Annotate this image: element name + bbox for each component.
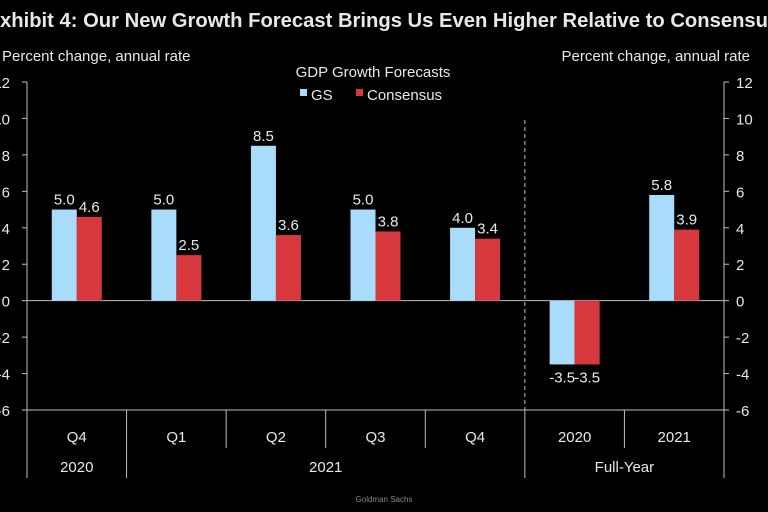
bar-gs bbox=[350, 209, 376, 301]
data-label: 3.8 bbox=[378, 213, 399, 230]
bar-consensus bbox=[674, 229, 700, 301]
category-label: Q1 bbox=[166, 429, 186, 446]
right-tick-label: 8 bbox=[736, 148, 744, 165]
data-label: 3.6 bbox=[278, 217, 299, 234]
source-label: Goldman Sachs bbox=[356, 495, 413, 504]
legend-label-consensus: Consensus bbox=[367, 87, 442, 104]
right-tick-label: 10 bbox=[736, 111, 753, 128]
right-tick-label: 0 bbox=[736, 294, 744, 311]
data-label: 4.0 bbox=[452, 210, 473, 227]
group-label: 2020 bbox=[60, 459, 93, 476]
bar-gs bbox=[250, 145, 276, 301]
left-tick-label: 6 bbox=[2, 184, 10, 201]
data-label: 8.5 bbox=[253, 128, 274, 145]
right-tick-label: -2 bbox=[736, 330, 749, 347]
right-axis-label: Percent change, annual rate bbox=[562, 48, 750, 65]
bar-gs bbox=[649, 194, 675, 301]
axes: 12 12 10 10 8 8 6 6 4 4 2 2 0 0 -2 -2 -4 -4 -6 -6 bbox=[0, 75, 753, 420]
legend-label-gs: GS bbox=[311, 87, 333, 104]
data-label: 2.5 bbox=[178, 237, 199, 254]
bar-consensus bbox=[574, 300, 600, 365]
data-label: 3.9 bbox=[676, 212, 697, 229]
data-label: 5.0 bbox=[353, 192, 374, 209]
data-label: 5.0 bbox=[54, 192, 75, 209]
group-label: Full-Year bbox=[595, 459, 654, 476]
left-tick-label: 12 bbox=[0, 75, 10, 92]
right-tick-label: 4 bbox=[736, 221, 744, 238]
right-tick-label: 12 bbox=[736, 75, 753, 92]
bar-consensus bbox=[275, 235, 301, 301]
bar-gs bbox=[549, 300, 575, 365]
data-label: -3.5 bbox=[574, 369, 600, 386]
data-label: -3.5 bbox=[549, 369, 575, 386]
bar-consensus bbox=[176, 255, 202, 301]
left-axis-label: Percent change, annual rate bbox=[2, 48, 190, 65]
category-label: Q2 bbox=[266, 429, 286, 446]
legend-swatch-consensus bbox=[356, 89, 363, 96]
left-tick-label: 10 bbox=[0, 111, 10, 128]
category-label: 2020 bbox=[558, 429, 591, 446]
group-label: 2021 bbox=[309, 459, 342, 476]
data-label: 5.0 bbox=[153, 192, 174, 209]
category-label: Q4 bbox=[67, 429, 87, 446]
left-tick-label: -2 bbox=[0, 330, 10, 347]
legend-swatch-gs bbox=[300, 89, 307, 96]
bar-gs bbox=[450, 227, 476, 301]
left-tick-label: 4 bbox=[2, 221, 10, 238]
bar-consensus bbox=[76, 216, 102, 301]
right-tick-label: -6 bbox=[736, 403, 749, 420]
bar-consensus bbox=[475, 238, 501, 301]
left-tick-label: 2 bbox=[2, 257, 10, 274]
bars: 5.0 4.6 5.02.58.53.65.03.8 4.03.4-3.5 -3.55.… bbox=[51, 128, 700, 386]
left-tick-label: -6 bbox=[0, 403, 10, 420]
data-label: 3.4 bbox=[477, 221, 498, 238]
right-tick-label: -4 bbox=[736, 367, 749, 384]
left-tick-label: -4 bbox=[0, 367, 10, 384]
chart-title: xhibit 4: Our New Growth Forecast Brings… bbox=[0, 10, 768, 32]
legend-title: GDP Growth Forecasts bbox=[296, 64, 451, 81]
legend: GS Consensus bbox=[300, 87, 442, 104]
right-tick-label: 2 bbox=[736, 257, 744, 274]
left-tick-label: 0 bbox=[2, 294, 10, 311]
bar-consensus bbox=[375, 231, 401, 301]
data-label: 4.6 bbox=[79, 199, 100, 216]
right-tick-label: 6 bbox=[736, 184, 744, 201]
left-tick-label: 8 bbox=[2, 148, 10, 165]
bar-gs bbox=[151, 209, 177, 301]
category-label: Q3 bbox=[365, 429, 385, 446]
bar-gs bbox=[51, 209, 77, 301]
category-label: Q4 bbox=[465, 429, 485, 446]
data-label: 5.8 bbox=[651, 177, 672, 194]
category-label: 2021 bbox=[658, 429, 691, 446]
